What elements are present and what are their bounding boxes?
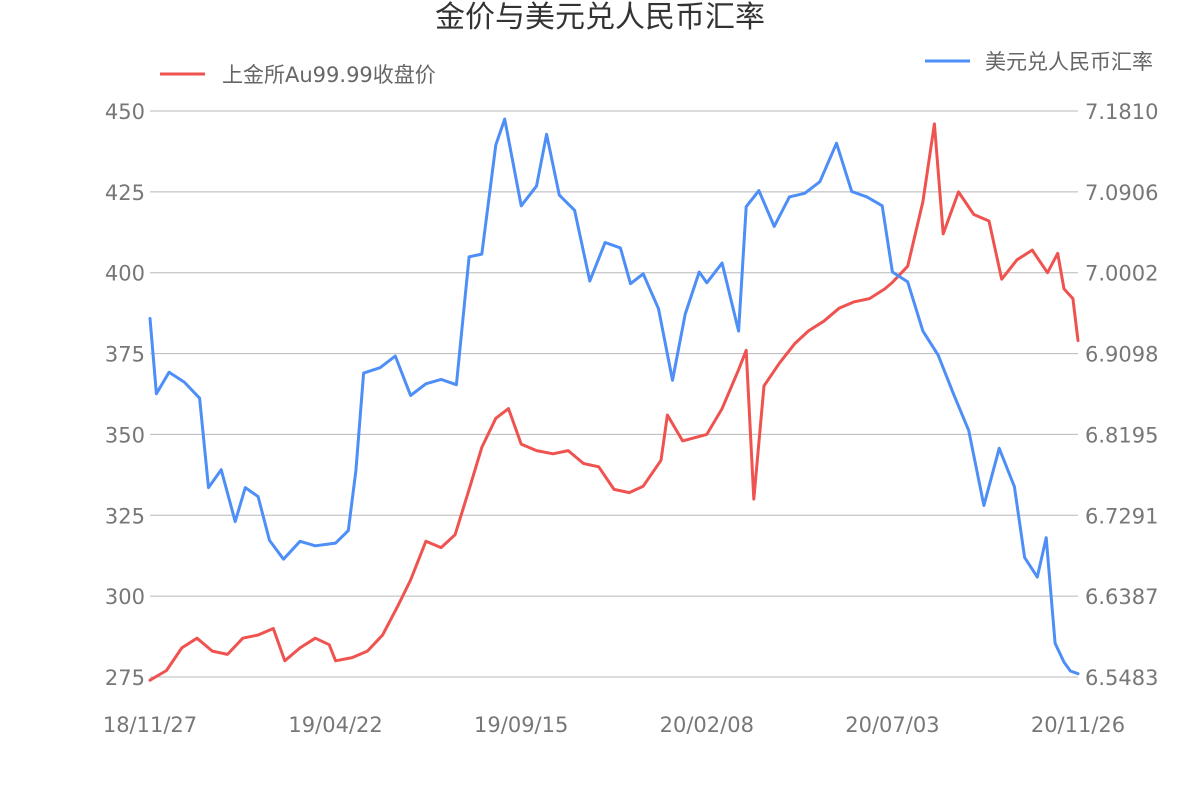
legend-usdcny-label: 美元兑人民币汇率 (985, 50, 1153, 74)
x-axis-tick-label: 19/04/22 (288, 713, 382, 737)
right-axis-tick-label: 6.8195 (1085, 423, 1158, 447)
left-axis-tick-label: 300 (105, 585, 145, 609)
left-axis-tick-label: 400 (105, 262, 145, 286)
left-axis-tick-label: 275 (105, 666, 145, 690)
left-axis-tick-label: 425 (105, 181, 145, 205)
right-axis-tick-label: 6.6387 (1085, 585, 1158, 609)
usd-cny-series-line (148, 117, 1080, 676)
right-axis-tick-label: 6.9098 (1085, 343, 1158, 367)
x-axis-tick-label: 18/11/27 (103, 713, 197, 737)
left-axis-tick-label: 375 (105, 343, 145, 367)
legend-gold-label: 上金所Au99.99收盘价 (222, 63, 436, 87)
right-axis-tick-label: 7.1810 (1085, 100, 1158, 124)
right-axis-tick-label: 7.0002 (1085, 262, 1158, 286)
right-axis-tick-label: 7.0906 (1085, 181, 1158, 205)
gold-price-series-line (148, 122, 1080, 682)
x-axis-tick-label: 20/02/08 (660, 713, 754, 737)
chart-title: 金价与美元兑人民币汇率 (435, 0, 765, 35)
left-axis-tick-label: 450 (105, 100, 145, 124)
x-axis-tick-label: 19/09/15 (474, 713, 568, 737)
x-axis-tick-label: 20/11/26 (1031, 713, 1125, 737)
right-axis-tick-label: 6.7291 (1085, 504, 1158, 528)
left-axis-tick-label: 325 (105, 504, 145, 528)
right-axis-tick-label: 6.5483 (1085, 666, 1158, 690)
x-axis-tick-label: 20/07/03 (845, 713, 939, 737)
left-axis-tick-label: 350 (105, 423, 145, 447)
